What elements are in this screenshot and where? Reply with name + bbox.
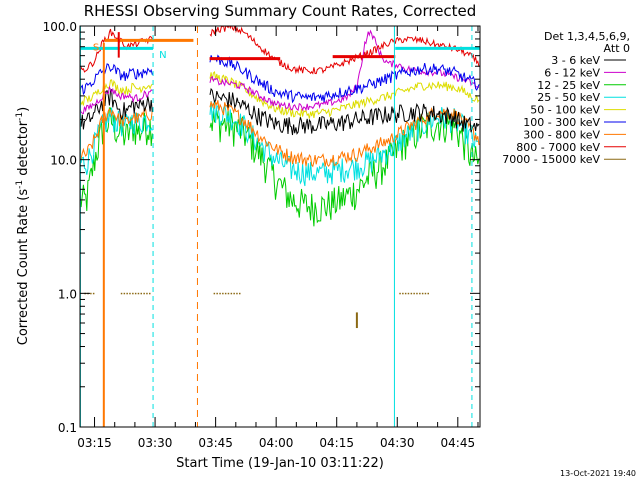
high-energy-marker-1	[129, 292, 131, 295]
y-tick-label: 10.0	[50, 154, 77, 168]
plot-frame	[79, 25, 481, 428]
legend-header-line-2: Att 0	[604, 42, 630, 55]
high-energy-marker-2	[216, 292, 218, 295]
series-line-300-800-kev	[80, 100, 480, 168]
high-energy-marker-1	[143, 292, 145, 295]
x-tick-label: 04:45	[441, 436, 476, 450]
legend-label: 800 - 7000 keV	[516, 141, 600, 154]
legend-label: 12 - 25 keV	[537, 79, 600, 92]
high-energy-marker-3	[407, 292, 410, 295]
legend-label: 7000 - 15000 keV	[502, 153, 600, 166]
legend-label: 100 - 300 keV	[523, 116, 600, 129]
y-axis-label: Corrected Count Rate (s-1 detector-1)	[15, 107, 31, 345]
series-line-100-300-kev	[80, 54, 480, 104]
y-tick-label: 0.1	[58, 421, 77, 435]
legend-label: 50 - 100 keV	[530, 104, 600, 117]
high-energy-marker-2	[213, 292, 216, 295]
high-energy-marker-2	[222, 292, 224, 295]
high-energy-marker-1	[120, 292, 123, 295]
legend-label: 300 - 800 keV	[523, 128, 600, 141]
legend-label: 6 - 12 keV	[544, 66, 600, 79]
high-energy-marker-1	[140, 292, 142, 295]
series-line-12-25-kev	[80, 107, 480, 227]
night-start-label: N	[159, 50, 166, 61]
high-energy-marker-3	[413, 292, 415, 295]
x-tick-label: 04:00	[259, 436, 294, 450]
high-energy-marker-2	[227, 292, 230, 295]
high-energy-marker-3	[424, 292, 427, 295]
high-energy-marker-2	[239, 292, 241, 295]
y-tick-label: 100.0	[43, 20, 77, 34]
high-energy-marker-3	[402, 292, 404, 295]
data-layer: SN	[80, 26, 480, 427]
high-energy-marker-3	[421, 292, 424, 295]
series-line-50-100-kev	[80, 71, 480, 119]
legend-label: 25 - 50 keV	[537, 91, 600, 104]
x-tick-label: 04:15	[319, 436, 354, 450]
high-energy-marker-0	[92, 292, 95, 295]
high-energy-marker-2	[230, 292, 233, 295]
x-tick-label: 03:45	[198, 436, 233, 450]
generated-timestamp: 13-Oct-2021 19:40	[560, 469, 636, 478]
high-energy-marker-3	[410, 292, 413, 295]
chart-title: RHESSI Observing Summary Count Rates, Co…	[84, 2, 477, 20]
high-energy-marker-1	[146, 292, 148, 295]
x-tick-label: 04:30	[380, 436, 415, 450]
saa-start-label: S	[93, 43, 99, 54]
high-energy-marker-3	[404, 292, 407, 295]
x-tick-label: 03:30	[138, 436, 173, 450]
legend-label: 3 - 6 keV	[551, 54, 600, 67]
ticks-layer: 0.1 1.0 10.0 100.0 03:15 03:30 03:45 04:00 04:15…	[43, 20, 480, 450]
high-energy-marker-1	[126, 292, 128, 295]
high-energy-marker-2	[236, 292, 238, 295]
legend-header-line-1: Det 1,3,4,5,6,9,	[544, 30, 630, 43]
high-energy-marker-0	[90, 292, 92, 295]
high-energy-marker-3	[427, 292, 429, 295]
high-energy-marker-3	[416, 292, 418, 295]
high-energy-marker-2	[233, 292, 235, 295]
high-energy-marker-1	[149, 292, 151, 295]
series-group	[80, 26, 480, 427]
high-energy-marker-1	[137, 292, 140, 295]
x-tick-label: 03:15	[77, 436, 112, 450]
x-axis-label: Start Time (19-Jan-10 03:11:22)	[176, 456, 384, 471]
high-energy-marker-3	[419, 292, 421, 295]
high-energy-marker-1	[134, 292, 137, 295]
high-energy-marker-2	[219, 292, 221, 295]
high-energy-marker-2	[224, 292, 227, 295]
high-energy-marker-3	[399, 292, 401, 295]
high-energy-marker-1	[132, 292, 134, 295]
high-energy-marker-1	[123, 292, 126, 295]
y-tick-label: 1.0	[58, 287, 77, 301]
